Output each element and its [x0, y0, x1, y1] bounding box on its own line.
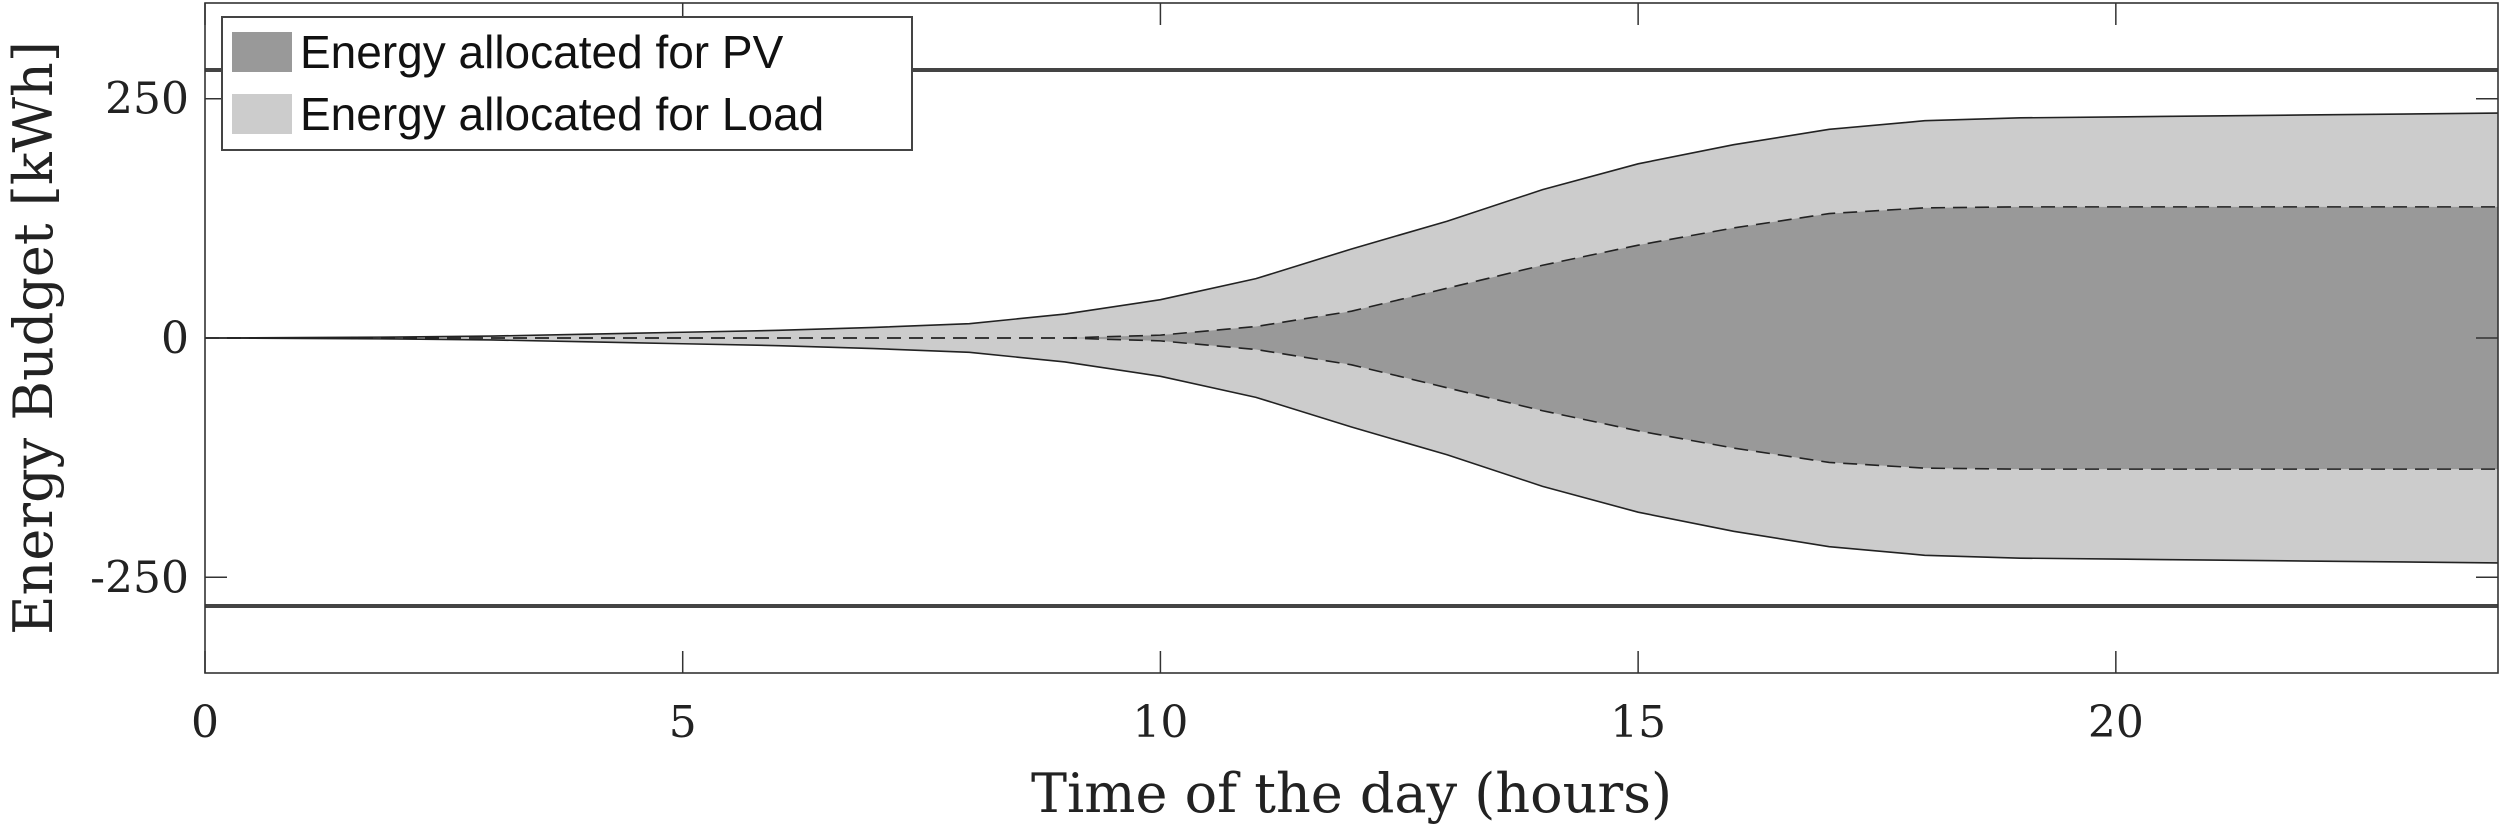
x-tick-label: 0 [191, 697, 219, 748]
legend-box [221, 16, 913, 151]
x-tick-label: 5 [669, 697, 697, 748]
load-upper-line [204, 112, 2499, 339]
pv-lower-line [205, 337, 2498, 470]
load-lower-line [204, 337, 2499, 564]
axes: 0 5 10 15 20 -250 0 250 [90, 2, 2499, 748]
y-axis-label: Energy Budget [kWh] [2, 41, 65, 635]
legend-label-pv: Energy allocated for PV [300, 26, 784, 78]
x-tick-label: 10 [1132, 697, 1188, 748]
pv-area [205, 206, 2498, 470]
x-axis-label: Time of the day (hours) [1031, 762, 1672, 825]
legend-swatch-pv [232, 32, 292, 72]
y-tick-label: -250 [90, 552, 189, 603]
y-tick-label: 250 [105, 74, 189, 125]
x-tick-label: 15 [1610, 697, 1666, 748]
y-tick-label: 0 [161, 313, 189, 364]
legend-label-load: Energy allocated for Load [300, 88, 824, 140]
x-tick-label: 20 [2088, 697, 2144, 748]
legend-swatch-load [232, 94, 292, 134]
legend: Energy allocated for PV Energy allocated… [221, 16, 913, 151]
